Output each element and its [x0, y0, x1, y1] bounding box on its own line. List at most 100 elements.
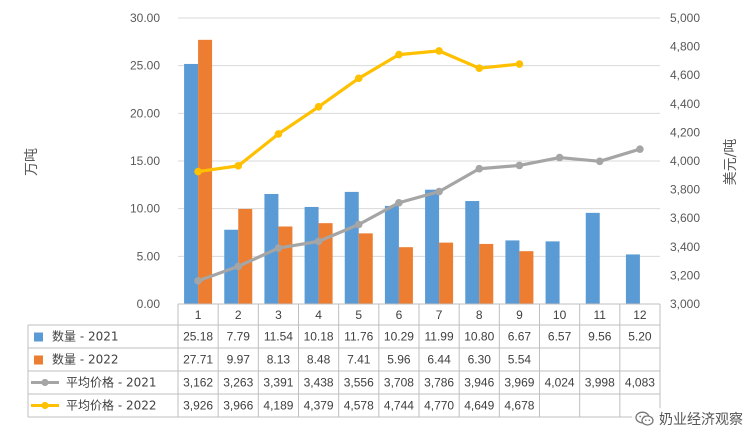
cell-value: 4,379: [304, 399, 334, 413]
point-price-2022-month-4: [314, 103, 323, 111]
cell-value: 27.71: [183, 353, 213, 367]
cell-value: 4,578: [344, 399, 374, 413]
cell-value: 7.79: [227, 330, 251, 344]
point-price-2021-month-11: [595, 157, 604, 166]
point-price-2022-month-5: [354, 74, 363, 83]
point-price-2021-month-5: [354, 220, 363, 229]
cell-value: 5.20: [628, 330, 652, 344]
cell-value: 5.54: [508, 353, 532, 367]
left-tick-label: 5.00: [137, 249, 161, 263]
legend-key-marker-2: [41, 378, 49, 387]
bar-2022-month-4: [318, 223, 333, 304]
point-price-2021-month-2: [234, 262, 243, 271]
cell-value: 4,083: [625, 376, 655, 390]
cell-value: 3,998: [585, 376, 615, 390]
cell-value: 4,024: [545, 376, 575, 390]
right-tick-label: 3,400: [670, 240, 700, 254]
cell-value: 4,770: [424, 399, 454, 413]
cell-value: 3,926: [183, 399, 213, 413]
cell-value: 4,744: [384, 399, 414, 413]
point-price-2022-month-3: [274, 130, 283, 138]
cell-value: 3,556: [344, 376, 374, 390]
point-price-2021-month-8: [475, 164, 484, 173]
cell-value: 9.97: [227, 353, 251, 367]
cell-value: 11.99: [425, 330, 454, 344]
bar-2021-month-12: [625, 254, 640, 304]
right-tick-label: 4,800: [670, 40, 700, 54]
bar-2021-month-3: [264, 193, 279, 304]
cell-value: 7.41: [347, 353, 371, 367]
bar-2021-month-10: [545, 241, 560, 304]
line-series: [194, 47, 644, 285]
point-price-2022-month-8: [475, 64, 484, 72]
cell-value: 11.76: [344, 330, 373, 344]
category-label: 7: [436, 308, 443, 322]
legend-label-2: 平均价格 - 2021: [66, 375, 157, 390]
category-label: 10: [553, 308, 567, 322]
point-price-2022-month-1: [194, 167, 202, 176]
cell-value: 10.29: [384, 330, 414, 344]
left-tick-label: 20.00: [130, 106, 160, 120]
right-axis-ticks: 3,000 3,200 3,400 3,600 3,800 4,000 4,200 4,400…: [670, 11, 700, 311]
right-tick-label: 4,000: [670, 154, 700, 168]
cell-value: 5.96: [387, 353, 411, 367]
right-tick-label: 4,200: [670, 125, 700, 139]
left-tick-label: 25.00: [130, 59, 160, 73]
left-tick-label: 15.00: [130, 154, 160, 168]
category-label: 4: [315, 308, 322, 322]
cell-value: 3,786: [424, 376, 454, 390]
bar-2022-month-9: [519, 251, 534, 304]
cell-value: 3,966: [223, 399, 253, 413]
cell-value: 10.80: [464, 330, 494, 344]
point-price-2022-month-7: [435, 47, 443, 55]
legend-label-1: 数量 - 2022: [52, 352, 119, 367]
point-price-2022-month-6: [395, 50, 403, 59]
cell-value: 3,162: [183, 376, 213, 390]
category-label: 9: [516, 308, 523, 322]
line-price-2022: [197, 49, 520, 174]
legend-key-marker-3: [41, 401, 49, 410]
cell-value: 6.30: [468, 353, 492, 367]
cell-value: 10.18: [304, 330, 334, 344]
right-tick-label: 3,200: [670, 268, 700, 282]
category-label: 1: [195, 308, 202, 322]
cell-value: 3,391: [263, 376, 293, 390]
cell-value: 4,678: [504, 399, 534, 413]
point-price-2021-month-1: [194, 277, 202, 285]
right-tick-label: 4,600: [670, 68, 700, 82]
point-price-2022-month-9: [515, 60, 524, 68]
point-price-2021-month-3: [274, 244, 283, 252]
bar-2022-month-6: [398, 247, 413, 304]
bar-2021-month-4: [304, 206, 319, 304]
right-axis-title: 美元/吨: [723, 139, 739, 186]
right-tick-label: 4,400: [670, 97, 700, 111]
category-label: 8: [476, 308, 483, 322]
category-label: 11: [594, 308, 607, 322]
cell-value: 3,946: [464, 376, 494, 390]
right-tick-label: 3,000: [670, 297, 700, 311]
bar-2021-month-1: [184, 63, 199, 304]
category-label: 3: [275, 308, 282, 322]
cell-value: 6.57: [548, 330, 572, 344]
right-tick-label: 3,600: [670, 211, 700, 225]
cell-value: 3,969: [504, 376, 534, 390]
left-tick-label: 0.00: [137, 297, 161, 311]
watermark-text: 奶业经济观察: [659, 412, 743, 428]
right-tick-label: 5,000: [670, 11, 700, 25]
legend-label-0: 数量 - 2021: [52, 329, 119, 344]
point-price-2021-month-7: [435, 187, 443, 196]
cell-value: 9.56: [588, 330, 612, 344]
wechat-icon: [635, 411, 654, 426]
category-label: 12: [633, 308, 647, 322]
cell-value: 6.44: [427, 353, 451, 367]
legend-label-3: 平均价格 - 2022: [66, 398, 157, 413]
legend-key-0: [34, 332, 43, 342]
bar-2022-month-7: [439, 242, 454, 304]
bar-series: [184, 39, 640, 305]
category-label: 5: [355, 308, 362, 322]
bar-2022-month-8: [479, 243, 494, 304]
cell-value: 3,708: [384, 376, 414, 390]
left-tick-label: 10.00: [130, 202, 160, 216]
